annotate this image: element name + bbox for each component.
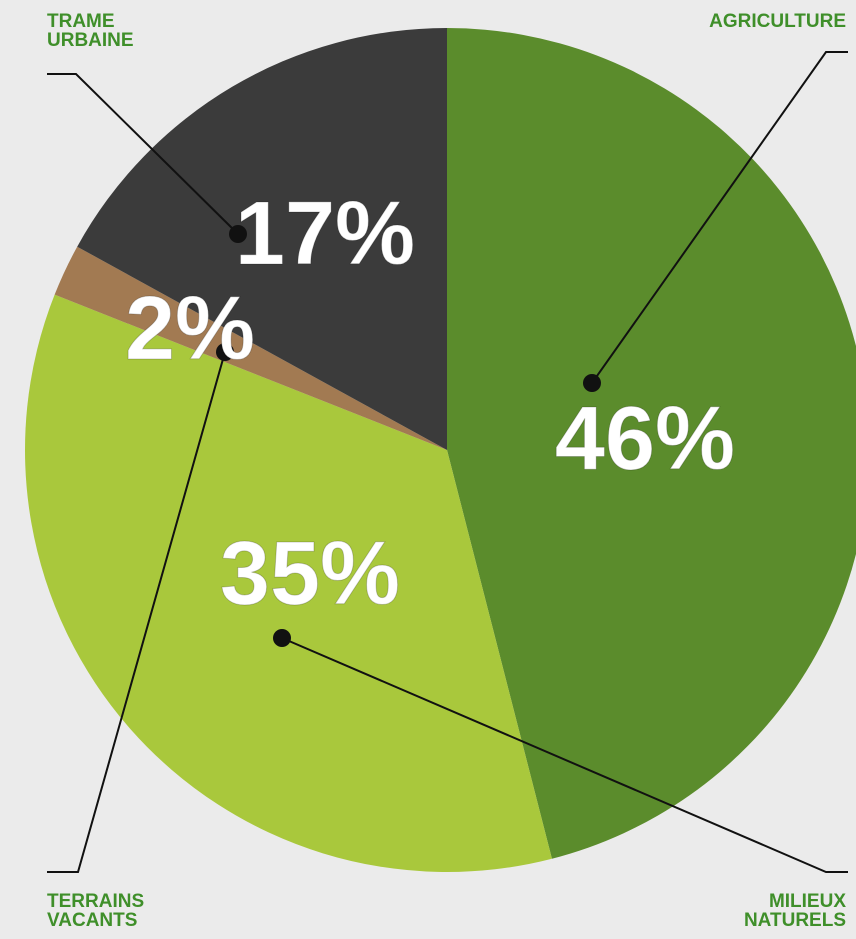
value-label: 46% — [555, 389, 735, 489]
leader-line — [47, 73, 239, 235]
leader-dot — [583, 374, 601, 392]
category-label: TERRAINS VACANTS — [47, 891, 145, 931]
value-label: 17% — [235, 184, 415, 284]
leader-lines — [47, 51, 848, 873]
pie-slice — [447, 28, 856, 859]
category-label: AGRICULTURE — [709, 11, 846, 32]
value-label: 2% — [125, 279, 255, 379]
value-labels: 46% 35% 2%17% — [124, 183, 735, 624]
pie-slice — [77, 28, 447, 450]
leader-dot — [229, 225, 247, 243]
value-label: 35% — [220, 524, 400, 624]
leader-dots — [216, 225, 601, 647]
slices — [25, 28, 856, 872]
pie-slice — [25, 294, 552, 872]
category-label: TRAME URBAINE — [47, 11, 134, 51]
category-label: MILIEUX NATURELS — [743, 891, 846, 931]
leader-line — [281, 637, 848, 873]
pie-slice — [54, 246, 447, 450]
leader-dot — [273, 629, 291, 647]
leader-dot — [216, 343, 234, 361]
leader-line — [591, 51, 848, 384]
leader-line — [47, 351, 226, 873]
